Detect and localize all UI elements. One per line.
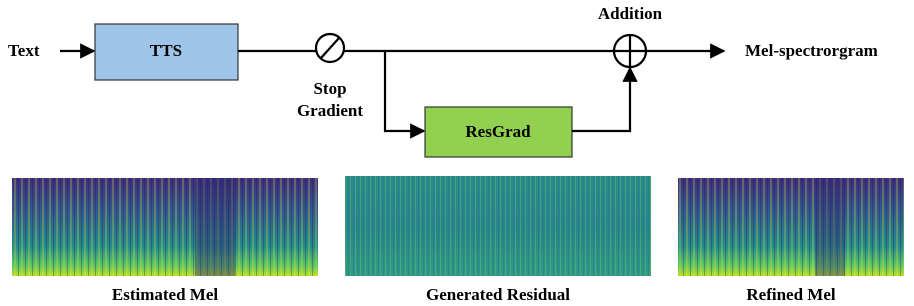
addition-label: Addition [598,4,663,23]
tts-label: TTS [150,41,182,60]
stop-gradient-slash [321,38,339,58]
arrow [385,51,424,131]
spectrogram [678,178,904,276]
spectrogram-caption: Refined Mel [746,285,836,304]
resgrad-label: ResGrad [465,122,531,141]
stop-gradient-label: Stop [313,79,346,98]
spectrogram-caption: Estimated Mel [112,285,219,304]
output-label: Mel-spectrorgram [745,41,878,60]
diagram: Text TTS Stop Gradient Addition Mel-spec… [0,0,914,306]
spectrogram [12,178,318,276]
arrow [572,68,630,131]
input-label: Text [8,41,40,60]
spectrogram-caption: Generated Residual [426,285,570,304]
stop-gradient-label: Gradient [297,101,363,120]
spectrogram [345,176,651,276]
